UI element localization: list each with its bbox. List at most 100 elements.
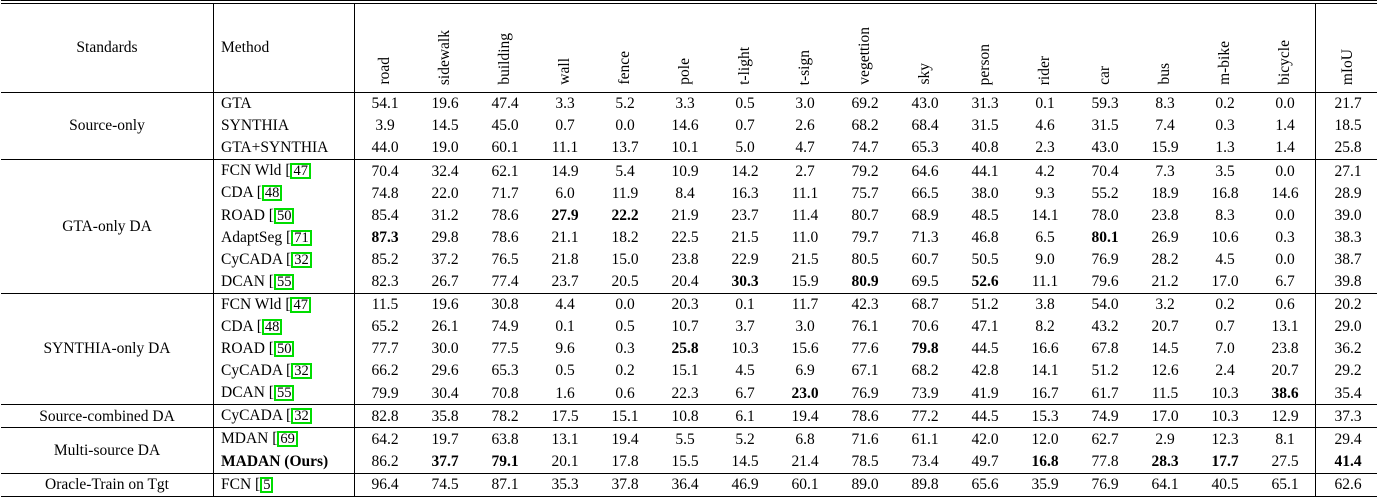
score-cell-m-bike: 12.3 xyxy=(1195,427,1255,451)
method-cell: FCN [5 xyxy=(213,472,355,498)
table-row: DCAN [55 82.3 26.7 77.4 23.7 20.5 20.4 30.3 15.9… xyxy=(1,270,1377,294)
citation-link[interactable]: 48 xyxy=(261,185,283,202)
score-cell-car: 67.8 xyxy=(1091,340,1119,358)
score-cell-building: 76.5 xyxy=(491,250,519,268)
score-cell-pole: 14.6 xyxy=(671,117,699,135)
method-label: MADAN (Ours) xyxy=(221,452,329,470)
citation-link[interactable]: 32 xyxy=(291,363,312,380)
method-label: DCAN xyxy=(221,384,265,402)
score-cell-pole: 10.8 xyxy=(655,404,715,428)
score-cell-bus: 3.2 xyxy=(1135,292,1195,316)
score-cell-vegettion: 71.6 xyxy=(835,427,895,451)
score-cell-car: 70.4 xyxy=(1075,159,1135,183)
score-cell-building: 65.3 xyxy=(491,362,519,380)
miou-cell: 21.7 xyxy=(1315,92,1377,116)
score-cell-person: 42.8 xyxy=(971,362,999,380)
method-column-header: Method xyxy=(213,2,355,93)
citation-link[interactable]: 71 xyxy=(291,229,312,246)
method-cell: MDAN [69 xyxy=(213,427,355,451)
score-cell-m-bike: 10.3 xyxy=(1211,384,1239,402)
score-cell-car: 43.2 xyxy=(1091,318,1119,336)
citation-link[interactable]: 47 xyxy=(290,296,311,313)
citation-link[interactable]: 69 xyxy=(277,431,298,448)
score-cell-rider: 14.1 xyxy=(1031,206,1059,224)
score-cell-pole: 22.5 xyxy=(671,228,699,246)
score-cell-bicycle: 27.5 xyxy=(1271,452,1299,470)
score-cell-person: 31.5 xyxy=(971,117,999,135)
score-cell-m-bike: 8.3 xyxy=(1215,206,1235,224)
score-cell-t-sign: 19.4 xyxy=(775,404,835,428)
score-cell-bus: 18.9 xyxy=(1151,184,1179,202)
score-cell-bus: 7.3 xyxy=(1135,159,1195,183)
score-cell-pole: 15.5 xyxy=(671,452,699,470)
score-cell-sky: 66.5 xyxy=(911,184,939,202)
score-cell-t-light: 0.5 xyxy=(735,95,755,113)
citation-link[interactable]: 50 xyxy=(273,207,295,224)
score-cell-rider: 14.1 xyxy=(1031,362,1059,380)
score-cell-pole: 15.1 xyxy=(671,362,699,380)
score-cell-t-sign: 11.0 xyxy=(791,228,819,246)
class-column-header-sky: sky xyxy=(895,2,955,93)
score-cell-person: 50.5 xyxy=(971,250,999,268)
header-label: fence xyxy=(616,51,634,85)
citation-link[interactable]: 47 xyxy=(290,163,311,180)
miou-cell: 27.1 xyxy=(1315,159,1377,183)
method-cell: DCAN [55 xyxy=(213,270,355,294)
standards-group-label: GTA-only DA xyxy=(1,159,214,294)
score-cell-car: 43.0 xyxy=(1091,139,1119,157)
score-cell-sky: 60.7 xyxy=(911,250,939,268)
score-cell-t-light: 46.9 xyxy=(715,472,775,498)
score-cell-bicycle: 0.3 xyxy=(1275,228,1295,246)
table-row: Source-only GTA 54.1 19.6 47.4 3.3 5.2 3.3 0.5 3.… xyxy=(1,92,1377,160)
header-label: person xyxy=(976,43,994,85)
score-cell-person: 44.5 xyxy=(971,340,999,358)
score-cell-sidewalk: 37.7 xyxy=(431,452,459,470)
score-cell-bus: 2.9 xyxy=(1135,427,1195,451)
header-label: mIoU xyxy=(1339,48,1357,85)
citation-link[interactable]: 5 xyxy=(260,476,274,493)
method-label: CyCADA xyxy=(221,362,283,380)
class-column-header-tsign: t-sign xyxy=(775,2,835,93)
score-cell-vegettion: 74.7 xyxy=(851,139,879,157)
score-cell-bicycle: 0.0 xyxy=(1255,159,1316,183)
score-cell-bicycle: 0.0 xyxy=(1275,250,1295,268)
score-cell-bus: 12.6 xyxy=(1151,362,1179,380)
score-cell-pole: 20.3 xyxy=(655,292,715,316)
score-cell-bicycle: 8.1 xyxy=(1255,427,1316,451)
score-cell-t-light: 22.9 xyxy=(731,250,759,268)
score-cell-road: 11.5 xyxy=(354,292,415,316)
score-cell-sky: 43.0 xyxy=(911,95,939,113)
score-cell-t-light: 5.2 xyxy=(715,427,775,451)
citation-link[interactable]: 50 xyxy=(273,341,295,358)
table-row: MADAN (Ours) 86.2 37.7 79.1 20.1 17.8 15.5 14.5… xyxy=(1,450,1377,474)
method-cell: FCN Wld [47 xyxy=(213,292,355,316)
citation-link[interactable]: 55 xyxy=(273,273,295,290)
score-cell-rider: 3.8 xyxy=(1015,292,1075,316)
score-cell-person: 47.1 xyxy=(971,318,999,336)
score-cell-wall: 21.8 xyxy=(551,250,579,268)
score-cell-rider: 11.1 xyxy=(1031,273,1059,291)
class-column-header-bicycle: bicycle xyxy=(1255,2,1316,93)
citation-link[interactable]: 55 xyxy=(273,385,295,402)
score-cell-road: 79.9 xyxy=(371,384,399,402)
score-cell-vegettion: 76.1 xyxy=(851,318,879,336)
citation-link[interactable]: 48 xyxy=(261,318,283,335)
score-cell-car: 61.7 xyxy=(1091,384,1119,402)
score-cell-building: 87.1 xyxy=(475,472,535,498)
score-cell-vegettion: 78.5 xyxy=(851,452,879,470)
score-cell-bus: 20.7 xyxy=(1151,318,1179,336)
score-cell-sidewalk: 19.6 xyxy=(431,95,459,113)
score-cell-person: 52.6 xyxy=(971,273,999,291)
citation-link[interactable]: 32 xyxy=(291,408,312,425)
score-cell-building: 78.6 xyxy=(491,206,519,224)
score-cell-person: 31.3 xyxy=(971,95,999,113)
header-label: building xyxy=(496,33,514,85)
citation-link[interactable]: 32 xyxy=(291,251,312,268)
score-cell-t-sign: 2.7 xyxy=(775,159,835,183)
score-cell-pole: 10.9 xyxy=(655,159,715,183)
score-cell-pole: 5.5 xyxy=(655,427,715,451)
table-row: DCAN [55 79.9 30.4 70.8 1.6 0.6 22.3 6.7 23.0 76.… xyxy=(1,382,1377,405)
score-cell-vegettion: 79.2 xyxy=(835,159,895,183)
header-label: rider xyxy=(1036,55,1054,85)
